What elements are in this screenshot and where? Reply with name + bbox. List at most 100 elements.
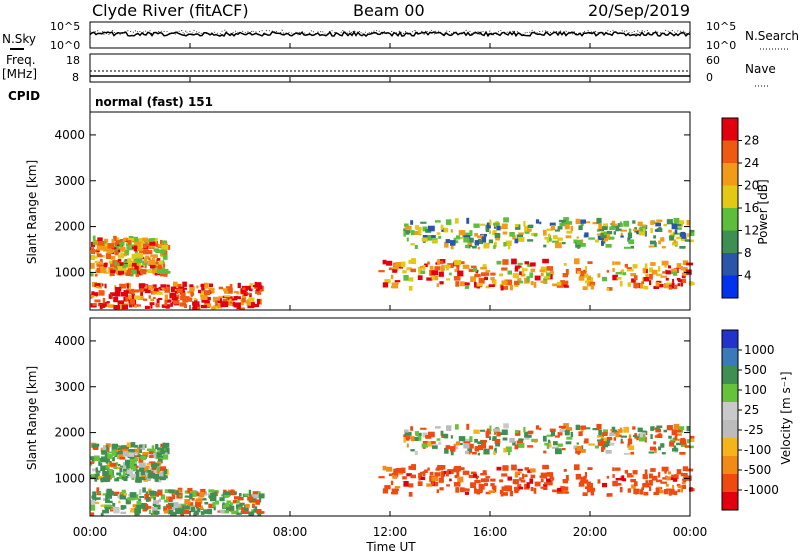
heatmap-cell xyxy=(515,471,522,474)
heatmap-cell xyxy=(616,277,622,280)
heatmap-cell xyxy=(110,475,115,478)
heatmap-cell xyxy=(611,426,616,431)
heatmap-cell xyxy=(478,483,485,490)
heatmap-cell xyxy=(546,272,551,277)
heatmap-cell xyxy=(648,451,655,454)
heatmap-cell xyxy=(122,253,127,257)
heatmap-cell xyxy=(512,441,516,446)
heatmap-cell xyxy=(656,479,663,483)
heatmap-cell xyxy=(184,499,191,505)
heatmap-cell xyxy=(184,505,190,510)
heatmap-cell xyxy=(515,430,521,436)
heatmap-cell xyxy=(135,273,139,277)
heatmap-cell xyxy=(639,432,646,438)
heatmap-cell xyxy=(129,492,137,498)
heatmap-cell xyxy=(511,464,517,471)
heatmap-cell xyxy=(108,260,113,264)
heatmap-cell xyxy=(224,290,229,294)
heatmap-cell xyxy=(107,243,115,249)
heatmap-cell xyxy=(149,490,155,495)
heatmap-cell xyxy=(501,286,508,290)
heatmap-cell xyxy=(674,284,678,290)
heatmap-cell xyxy=(208,489,215,493)
heatmap-cell xyxy=(454,240,459,244)
heatmap-cell xyxy=(220,302,223,307)
heatmap-cell xyxy=(500,432,506,435)
heatmap-cell xyxy=(642,267,646,273)
heatmap-cell xyxy=(109,462,117,467)
heatmap-cell xyxy=(663,283,669,289)
heatmap-cell xyxy=(246,287,248,291)
heatmap-cell xyxy=(207,508,213,515)
heatmap-cell xyxy=(455,487,460,493)
heatmap-cell xyxy=(574,258,580,265)
heatmap-cell xyxy=(493,428,500,432)
heatmap-cell xyxy=(469,436,473,443)
heatmap-cell xyxy=(119,468,123,473)
colorbar-tick-label: 100 xyxy=(744,383,767,397)
heatmap-cell xyxy=(515,430,519,434)
heatmap-cell xyxy=(449,478,452,482)
colorbar-swatch xyxy=(722,474,738,492)
heatmap-cell xyxy=(554,229,560,232)
heatmap-cell xyxy=(546,237,550,243)
heatmap-cell xyxy=(489,425,492,432)
heatmap-cell xyxy=(686,233,690,238)
heatmap-cell xyxy=(544,482,551,485)
heatmap-cell xyxy=(148,259,156,265)
heatmap-cell xyxy=(198,289,201,294)
heatmap-cell xyxy=(100,504,105,507)
colorbar-swatch xyxy=(722,420,738,438)
heatmap-cell xyxy=(689,230,695,236)
heatmap-cell xyxy=(440,224,444,230)
heatmap-cell xyxy=(106,249,114,254)
heatmap-cell xyxy=(438,477,444,483)
heatmap-cell xyxy=(149,455,154,458)
heatmap-cell xyxy=(127,294,132,300)
heatmap-cell xyxy=(564,224,570,230)
heatmap-cell xyxy=(114,261,117,266)
heatmap-cell xyxy=(501,486,508,491)
heatmap-cell xyxy=(454,259,462,266)
heatmap-cell xyxy=(95,294,98,298)
heatmap-cell xyxy=(627,438,633,445)
heatmap-cell xyxy=(501,473,508,477)
heatmap-cell xyxy=(171,301,174,305)
heatmap-cell xyxy=(121,246,126,252)
heatmap-cell xyxy=(562,280,569,285)
heatmap-cell xyxy=(160,239,163,246)
heatmap-cell xyxy=(477,235,484,239)
heatmap-cell xyxy=(559,222,567,227)
heatmap-cell xyxy=(649,446,656,451)
heatmap-cell xyxy=(108,304,115,308)
heatmap-cell xyxy=(378,270,385,273)
heatmap-cell xyxy=(533,281,537,288)
heatmap-cell xyxy=(132,455,140,458)
heatmap-cell xyxy=(95,497,101,500)
heatmap-cell xyxy=(530,262,536,267)
heatmap-cell xyxy=(638,230,646,236)
heatmap-cell xyxy=(118,262,125,267)
heatmap-cell xyxy=(550,431,555,437)
heatmap-cell xyxy=(139,496,144,498)
heatmap-cell xyxy=(476,283,483,287)
heatmap-cell xyxy=(404,431,412,436)
heatmap-cell xyxy=(234,496,240,500)
heatmap-cell xyxy=(643,285,649,290)
heatmap-cell xyxy=(104,508,110,514)
heatmap-cell xyxy=(496,431,501,437)
colorbar-swatch xyxy=(722,230,738,253)
heatmap-cell xyxy=(518,486,524,490)
heatmap-cell xyxy=(488,284,495,287)
heatmap-cell xyxy=(431,481,434,486)
heatmap-cell xyxy=(580,243,586,247)
heatmap-cell xyxy=(495,235,500,241)
heatmap-cell xyxy=(121,447,128,451)
heatmap-cell xyxy=(105,458,108,464)
heatmap-cell xyxy=(148,451,154,455)
heatmap-cell xyxy=(619,280,623,287)
heatmap-cell xyxy=(600,232,607,239)
heatmap-cell xyxy=(129,455,135,460)
heatmap-cell xyxy=(105,499,110,504)
heatmap-cell xyxy=(108,294,111,299)
